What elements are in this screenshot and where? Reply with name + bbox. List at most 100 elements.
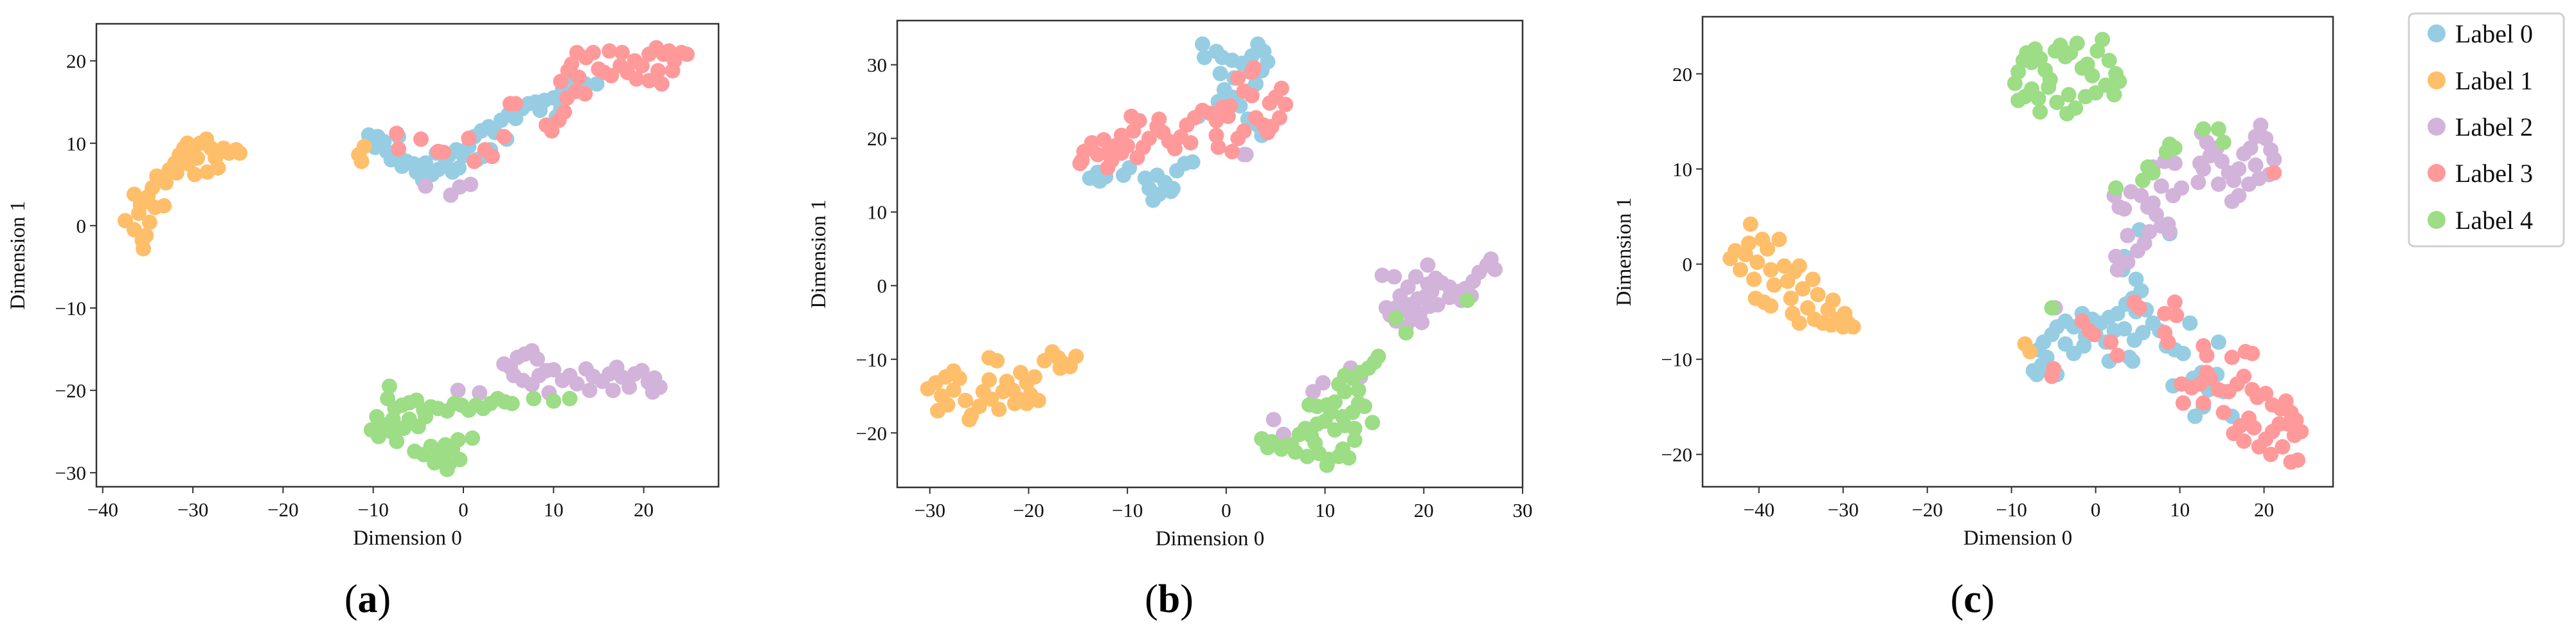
data-point	[2133, 188, 2149, 204]
data-point	[1123, 108, 1140, 124]
data-point	[168, 165, 184, 181]
data-point	[641, 73, 657, 89]
data-point	[2160, 334, 2176, 350]
data-point	[1273, 441, 1289, 457]
data-point	[1303, 428, 1319, 444]
data-point	[1309, 416, 1325, 432]
series-label-1	[1722, 216, 2038, 359]
y-tick-label: 20	[867, 127, 887, 150]
data-point	[634, 363, 650, 379]
scatter-panel-c: −40 −30 −20 −10 0 10 20 Dimension 0 −20 −10 0 10 20 D…	[1613, 15, 2334, 550]
data-point	[991, 401, 1007, 417]
series-label-2	[2047, 117, 2282, 316]
x-axis-label: Dimension 0	[353, 527, 462, 550]
data-point	[1327, 422, 1343, 438]
data-point	[962, 412, 978, 428]
data-point	[2241, 176, 2257, 192]
data-point	[1185, 154, 1201, 170]
data-point	[2275, 439, 2291, 455]
y-axis-label: Dimension 1	[6, 201, 30, 310]
data-point	[1301, 397, 1317, 413]
x-axis: −40 −30 −20 −10 0 10 20 Dimension 0	[1744, 487, 2274, 550]
x-tick-label: −20	[1911, 498, 1942, 521]
data-point	[461, 131, 477, 147]
data-point	[2224, 194, 2240, 210]
data-point	[1398, 325, 1414, 341]
data-point	[1771, 231, 1787, 248]
x-tick-label: −40	[87, 498, 118, 521]
data-point	[2076, 338, 2092, 354]
data-point	[526, 390, 542, 406]
data-point	[1825, 293, 1841, 308]
data-point	[1230, 70, 1246, 86]
data-point	[614, 44, 630, 60]
data-point	[1791, 258, 1807, 274]
y-tick-label: −20	[1661, 444, 1692, 466]
y-tick-label: −10	[55, 297, 86, 320]
data-point	[2182, 315, 2198, 331]
y-tick-label: −20	[856, 422, 887, 444]
data-point	[2174, 180, 2190, 196]
data-point	[465, 430, 480, 446]
data-point	[1337, 384, 1353, 400]
data-point	[2032, 104, 2048, 120]
data-point	[1096, 132, 1112, 148]
data-point	[1807, 311, 1823, 327]
data-point	[1800, 300, 1816, 316]
data-point	[1197, 50, 1212, 66]
data-point	[391, 141, 406, 157]
data-point	[2248, 157, 2264, 173]
plot-area	[897, 21, 1523, 487]
x-tick-label: 0	[1221, 499, 1231, 521]
axes-frame	[95, 23, 720, 488]
data-point	[504, 395, 520, 412]
legend-entry-label-3: Label 3	[2428, 159, 2533, 188]
y-tick-label: 0	[877, 275, 888, 297]
data-point	[557, 104, 573, 120]
data-point	[2167, 294, 2183, 310]
data-point	[2059, 105, 2075, 122]
data-point	[1244, 48, 1260, 64]
series-label-3	[1072, 60, 1294, 176]
data-point	[1183, 135, 1199, 151]
legend-text: Label 1	[2455, 66, 2533, 95]
y-tick-label: −30	[55, 462, 86, 484]
panel-caption-c: (c)	[1951, 577, 1995, 621]
data-point	[1364, 415, 1381, 431]
data-point	[2196, 121, 2212, 137]
legend-marker-icon	[2428, 24, 2446, 42]
data-point	[2251, 439, 2267, 455]
data-point	[381, 378, 397, 394]
data-point	[650, 63, 666, 78]
data-point	[2086, 327, 2102, 343]
data-point	[2101, 53, 2117, 69]
data-point	[1248, 76, 1264, 92]
data-point	[2199, 347, 2215, 363]
data-point	[1100, 160, 1116, 176]
data-point	[2044, 368, 2060, 385]
legend-text: Label 0	[2455, 19, 2533, 48]
data-point	[1151, 186, 1167, 203]
data-point	[586, 44, 601, 60]
x-tick-label: 30	[1513, 499, 1533, 521]
data-point	[496, 129, 512, 145]
x-tick-label: −30	[1827, 498, 1858, 521]
data-point	[1741, 235, 1757, 251]
series-label-4	[2007, 32, 2232, 316]
data-point	[418, 409, 434, 425]
data-point	[629, 71, 645, 87]
data-point	[1305, 384, 1321, 400]
data-point	[2253, 117, 2269, 133]
legend-text: Label 4	[2455, 206, 2533, 235]
data-point	[2210, 121, 2226, 137]
data-point	[508, 96, 524, 112]
data-point	[1113, 145, 1129, 161]
data-point	[1845, 319, 1861, 335]
data-point	[450, 383, 466, 399]
data-point	[2103, 334, 2119, 350]
series-label-2	[418, 176, 668, 401]
data-point	[981, 372, 997, 388]
data-point	[1459, 293, 1475, 309]
data-point	[1732, 262, 1748, 278]
data-point	[1195, 36, 1210, 52]
